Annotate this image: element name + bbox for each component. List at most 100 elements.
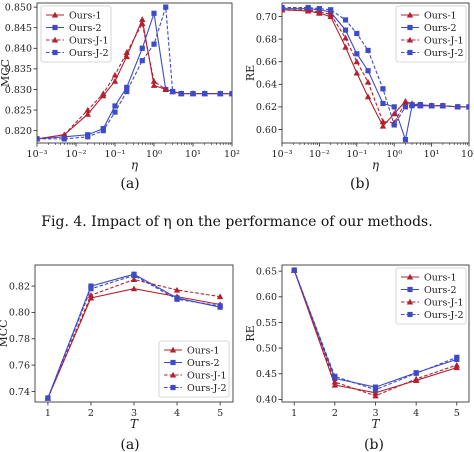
legend-box xyxy=(40,5,112,63)
x-tick-label: 10² xyxy=(461,149,474,160)
data-point xyxy=(52,49,58,56)
x-axis-label: η xyxy=(131,158,139,172)
data-point xyxy=(170,359,176,366)
data-point xyxy=(123,53,130,60)
x-axis-label: T xyxy=(371,417,380,431)
legend-label: Ours-J-1 xyxy=(424,35,464,46)
y-tick-label: 0.82 xyxy=(9,281,30,292)
x-tick-label: 10⁻² xyxy=(66,149,87,160)
data-point xyxy=(150,82,158,88)
data-point xyxy=(353,58,360,65)
panel-label: (a) xyxy=(120,437,139,452)
data-point xyxy=(170,88,176,95)
data-point xyxy=(229,90,232,97)
data-point xyxy=(139,58,145,64)
data-point xyxy=(328,7,334,13)
data-point xyxy=(178,90,184,97)
legend-label: Ours-J-1 xyxy=(424,297,464,308)
y-tick-label: 0.45 xyxy=(256,369,277,380)
legend-label: Ours-2 xyxy=(69,23,102,34)
data-point xyxy=(331,378,339,385)
y-tick-label: 0.68 xyxy=(256,34,277,45)
chart-panel-t-re: 1 2 3 4 5 0.40 0.45 0.50 0.55 0.60 0.65 T RE (b) Ours-… xyxy=(244,264,470,452)
plot-frame xyxy=(36,2,233,144)
data-point xyxy=(112,103,118,109)
x-tick-label: 10¹ xyxy=(185,149,201,160)
data-point xyxy=(61,131,68,138)
y-tick-label: 0.65 xyxy=(256,266,277,277)
data-point xyxy=(173,286,181,293)
data-point xyxy=(169,346,177,353)
data-point xyxy=(111,78,119,84)
data-point xyxy=(84,106,91,113)
x-tick-label: 10⁻³ xyxy=(27,149,48,160)
y-tick-label: 0.60 xyxy=(256,292,277,303)
data-point xyxy=(88,283,94,289)
data-point xyxy=(354,51,360,57)
data-point xyxy=(413,370,419,376)
data-point xyxy=(327,11,334,17)
legend-label: Ours-J-2 xyxy=(424,48,464,59)
data-point xyxy=(342,17,349,23)
data-point xyxy=(217,90,223,97)
x-tick-label: 3 xyxy=(131,408,137,419)
y-tick-label: 0.55 xyxy=(256,318,277,329)
data-point xyxy=(131,272,137,279)
data-point xyxy=(130,276,138,283)
data-point xyxy=(372,387,379,393)
data-point xyxy=(407,286,413,293)
data-point xyxy=(331,381,339,388)
data-point xyxy=(402,99,409,105)
chart-panel-eta-mcc: 10⁻³ 10⁻² 10⁻¹ 10⁰ 10¹ 10² 0.820 0.825 0.830 0.83… xyxy=(0,2,240,192)
data-point xyxy=(453,361,461,368)
data-point xyxy=(417,102,423,108)
y-tick-label: 0.50 xyxy=(256,343,277,354)
x-tick-label: 10⁰ xyxy=(386,149,402,160)
y-tick-label: 0.820 xyxy=(5,126,32,137)
data-point xyxy=(342,34,349,41)
y-tick-label: 0.76 xyxy=(9,360,30,371)
x-tick-label: 10⁰ xyxy=(146,149,162,160)
legend-label: Ours-1 xyxy=(424,10,457,21)
legend-label: Ours-J-2 xyxy=(69,48,109,59)
data-point xyxy=(190,90,196,97)
data-point xyxy=(162,86,169,93)
y-tick-label: 0.825 xyxy=(5,105,32,116)
data-point xyxy=(316,8,323,15)
y-tick-label: 0.62 xyxy=(256,102,277,113)
x-tick-label: 10⁻¹ xyxy=(346,149,367,160)
legend-label: Ours-2 xyxy=(187,358,220,369)
data-point xyxy=(150,78,158,84)
legend-label: Ours-2 xyxy=(424,285,457,296)
data-point xyxy=(380,100,386,107)
data-point xyxy=(364,93,372,100)
data-point xyxy=(409,102,415,108)
data-point xyxy=(342,43,349,50)
legend-label: Ours-J-2 xyxy=(424,310,464,321)
legend-box xyxy=(395,5,467,63)
data-point xyxy=(124,88,130,95)
y-tick-label: 0.66 xyxy=(256,57,277,68)
x-tick-label: 2 xyxy=(332,408,338,419)
data-point xyxy=(372,389,379,396)
legend-label: Ours-J-1 xyxy=(69,35,109,46)
data-point xyxy=(406,273,414,280)
legend-label: Ours-J-2 xyxy=(187,383,227,394)
data-point xyxy=(406,298,414,305)
x-tick-label: 10⁻² xyxy=(309,149,330,160)
data-point xyxy=(112,109,118,115)
y-tick-label: 0.845 xyxy=(5,23,32,34)
data-point xyxy=(202,90,208,97)
data-point xyxy=(380,86,386,92)
series-layer xyxy=(290,266,461,399)
legend-box xyxy=(158,340,230,398)
data-point xyxy=(124,84,130,91)
data-point xyxy=(391,104,397,110)
data-point xyxy=(406,36,414,43)
data-point xyxy=(88,286,94,292)
x-tick-label: 4 xyxy=(174,408,180,419)
